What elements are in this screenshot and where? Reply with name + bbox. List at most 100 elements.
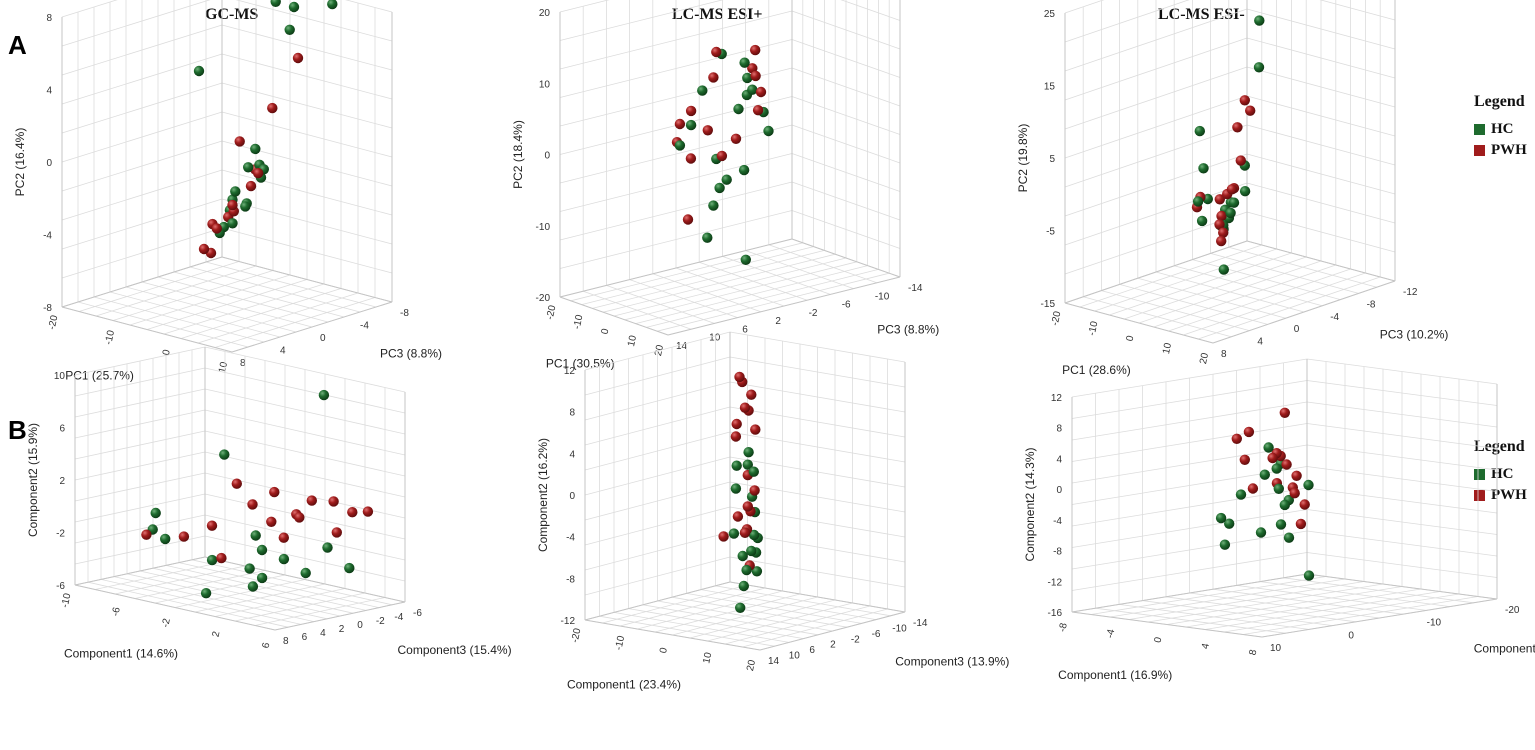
axis-frame-line xyxy=(584,581,731,621)
point-pwh xyxy=(755,86,767,98)
axis-frame-line xyxy=(204,556,406,603)
x-axis-title: PC1 (28.6%) xyxy=(1062,363,1131,377)
point-pwh xyxy=(1243,426,1255,438)
point-hc xyxy=(206,554,218,566)
x-axis-title: PC1 (30.5%) xyxy=(546,357,615,371)
axis-frame-line xyxy=(61,256,223,308)
grid-line xyxy=(671,596,848,628)
axis-frame-line xyxy=(584,619,761,651)
y-tick-label: 10 xyxy=(539,79,551,90)
point-pwh xyxy=(1218,227,1229,238)
point-hc xyxy=(1228,197,1240,208)
grid-line xyxy=(204,388,406,435)
y-tick-label: -4 xyxy=(1053,516,1062,527)
axis-frame-line xyxy=(74,556,206,586)
point-pwh xyxy=(267,102,278,114)
grid-line xyxy=(114,565,246,595)
x-tick-label: 10 xyxy=(217,360,230,374)
grid-line xyxy=(592,250,825,309)
point-hc xyxy=(256,544,268,556)
y-tick-label: -16 xyxy=(1048,608,1063,619)
z-tick-label: 2 xyxy=(775,316,781,327)
grid-line xyxy=(1064,37,1248,101)
x-tick-label: 0 xyxy=(658,646,670,654)
axis-frame-line xyxy=(61,306,233,353)
point-hc xyxy=(219,449,230,460)
grid-line xyxy=(729,431,906,463)
point-hc xyxy=(250,143,261,155)
grid-line xyxy=(1319,0,1396,21)
x-tick-label: 0 xyxy=(1153,636,1165,644)
grid-line xyxy=(221,111,393,158)
z-tick-label: -6 xyxy=(413,608,422,619)
point-pwh xyxy=(294,512,305,523)
point-hc xyxy=(728,528,740,539)
point-hc xyxy=(743,447,754,458)
z-tick-label: 14 xyxy=(676,341,688,352)
grid-line xyxy=(204,430,406,477)
point-hc xyxy=(708,200,719,211)
grid-line xyxy=(686,593,862,624)
grid-line xyxy=(602,584,748,624)
grid-line xyxy=(1147,583,1384,623)
grid-line xyxy=(675,267,785,307)
grid-line xyxy=(654,593,801,633)
axis-frame-line xyxy=(559,296,669,336)
x-axis-title: Component1 (16.9%) xyxy=(1058,668,1172,682)
grid-line xyxy=(1306,466,1498,492)
point-hc xyxy=(1259,469,1271,480)
point-hc xyxy=(763,125,774,137)
point-pwh xyxy=(711,46,722,58)
grid-line xyxy=(729,406,906,438)
z-axis-title: PC3 (10.2%) xyxy=(1380,327,1449,341)
point-hc xyxy=(1275,519,1287,530)
grid-line xyxy=(1071,358,1308,398)
axis-frame-line xyxy=(1071,611,1263,638)
x-tick-label: -20 xyxy=(1050,310,1064,327)
y-tick-label: -6 xyxy=(56,581,65,592)
z-tick-label: 6 xyxy=(742,324,748,335)
point-hc xyxy=(738,580,749,592)
z-tick-label: -10 xyxy=(1427,618,1442,629)
grid-line xyxy=(1228,246,1377,288)
legend-a: Legend HC PWH xyxy=(1474,93,1527,159)
z-axis-title: PC3 (8.8%) xyxy=(380,347,442,361)
y-tick-label: 8 xyxy=(46,13,52,24)
point-hc xyxy=(702,232,713,243)
grid-line xyxy=(112,270,274,321)
z-tick-label: 6 xyxy=(809,645,815,656)
grid-line xyxy=(584,406,731,446)
point-pwh xyxy=(362,506,374,517)
z-tick-label: 8 xyxy=(240,358,246,369)
point-hc xyxy=(1254,15,1265,26)
z-tick-label: -8 xyxy=(400,308,409,319)
z-tick-label: 6 xyxy=(302,632,308,643)
legend-swatch-hc xyxy=(1474,124,1485,135)
x-tick-label: -20 xyxy=(570,627,584,644)
point-pwh xyxy=(253,168,264,179)
z-tick-label: 10 xyxy=(789,651,801,662)
z-tick-label: 0 xyxy=(320,333,326,344)
point-hc xyxy=(1196,215,1208,227)
grid-line xyxy=(1246,95,1396,137)
point-hc xyxy=(1273,483,1285,494)
point-hc xyxy=(748,466,759,477)
y-tick-label: -2 xyxy=(56,529,65,540)
point-pwh xyxy=(211,223,222,234)
grid-line xyxy=(1094,248,1277,312)
grid-line xyxy=(1174,265,1323,307)
grid-line xyxy=(637,590,783,630)
axis-frame-line xyxy=(1064,240,1248,304)
grid-line xyxy=(1079,244,1262,308)
point-pwh xyxy=(708,72,719,83)
point-pwh xyxy=(331,527,342,538)
column-title-lcms-esi-neg: LC-MS ESI- xyxy=(1158,6,1245,23)
y-axis-title: PC2 (16.4%) xyxy=(13,128,27,197)
grid-line xyxy=(94,561,226,590)
grid-line xyxy=(1071,401,1308,441)
point-hc xyxy=(227,218,238,229)
axis-frame-line xyxy=(231,301,393,353)
point-hc xyxy=(1239,186,1251,197)
z-tick-label: 8 xyxy=(283,636,289,647)
point-hc xyxy=(278,553,290,565)
